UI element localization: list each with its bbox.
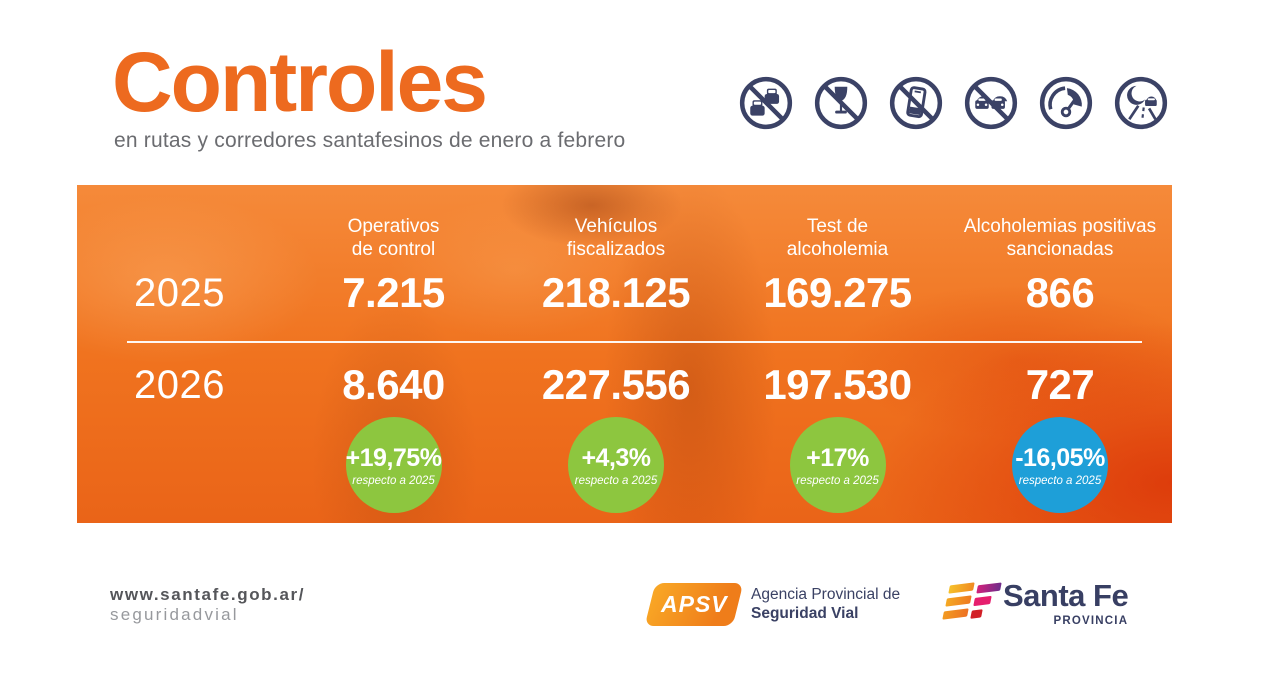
change-note: respecto a 2025 [1018,474,1102,487]
row-divider [127,341,1142,343]
value-2025-test: 169.275 [763,269,912,316]
value-2025-alcoholemias: 866 [1025,269,1095,316]
no-tailgating-icon [739,76,793,130]
page-subtitle: en rutas y corredores santafesinos de en… [114,129,626,152]
prohibition-icons-row [739,76,1168,130]
apsv-logo-text: APSV [660,591,728,617]
change-value: +17% [806,443,869,472]
value-2026-alcoholemias: 727 [1025,361,1095,408]
change-badge-vehiculos: +4,3% respecto a 2025 [568,417,664,513]
row-2026: 2026 8.640 227.556 197.530 727 [77,361,1172,408]
value-2025-vehiculos: 218.125 [541,269,691,316]
santafe-name: Santa Fe [1003,578,1129,613]
change-badge-operativos: +19,75% respecto a 2025 [345,417,442,513]
change-value: +4,3% [581,443,651,472]
apsv-logo: APSV Agencia Provincial de Seguridad Via… [644,583,900,626]
apsv-caption-line2: Seguridad Vial [751,604,859,622]
santafe-logo-mark [941,580,1002,630]
year-label-2026: 2026 [134,362,225,407]
website-url-path: seguridadvial [110,605,239,625]
apsv-logo-caption: Agencia Provincial de Seguridad Vial [751,586,900,624]
website-url: www.santafe.gob.ar/ seguridadvial [110,585,305,626]
change-note: respecto a 2025 [796,474,879,487]
stats-banner: Operativos de control Vehículos fiscaliz… [77,185,1172,523]
column-header-test: Test de alcoholemia [786,216,889,260]
santafe-logo: Santa Fe PROVINCIA [941,578,1129,630]
column-header-vehiculos: Vehículos fiscalizados [566,216,666,260]
night-driving-icon [1114,76,1168,130]
apsv-caption-line1: Agencia Provincial de [751,585,901,603]
year-label-2025: 2025 [134,270,225,315]
no-overtaking-icon [964,76,1018,130]
page-title: Controles [112,35,488,129]
website-url-domain: www.santafe.gob.ar/ [110,585,306,604]
column-header-alcoholemias: Alcoholemias positivas sancionadas [963,216,1157,260]
change-value: +19,75% [345,443,442,472]
speed-control-icon [1039,76,1093,130]
change-note: respecto a 2025 [352,474,435,487]
change-badge-alcoholemias: -16,05% respecto a 2025 [1012,417,1108,513]
change-badges-row: +19,75% respecto a 2025 +4,3% respecto a… [77,417,1172,513]
column-headers-row: Operativos de control Vehículos fiscaliz… [77,205,1172,261]
no-phone-icon [889,76,943,130]
change-value: -16,05% [1015,443,1105,472]
column-header-operativos: Operativos de control [347,216,440,260]
value-2026-test: 197.530 [763,361,912,408]
value-2026-operativos: 8.640 [342,361,445,408]
change-note: respecto a 2025 [574,474,658,487]
apsv-logo-badge: APSV [644,583,744,626]
row-2025: 2025 7.215 218.125 169.275 866 [77,269,1172,316]
santafe-province-label: PROVINCIA [1053,615,1129,627]
santafe-logo-text: Santa Fe PROVINCIA [1003,578,1129,627]
no-alcohol-icon [814,76,868,130]
value-2025-operativos: 7.215 [342,269,445,316]
value-2026-vehiculos: 227.556 [541,361,691,408]
change-badge-test: +17% respecto a 2025 [789,417,886,513]
